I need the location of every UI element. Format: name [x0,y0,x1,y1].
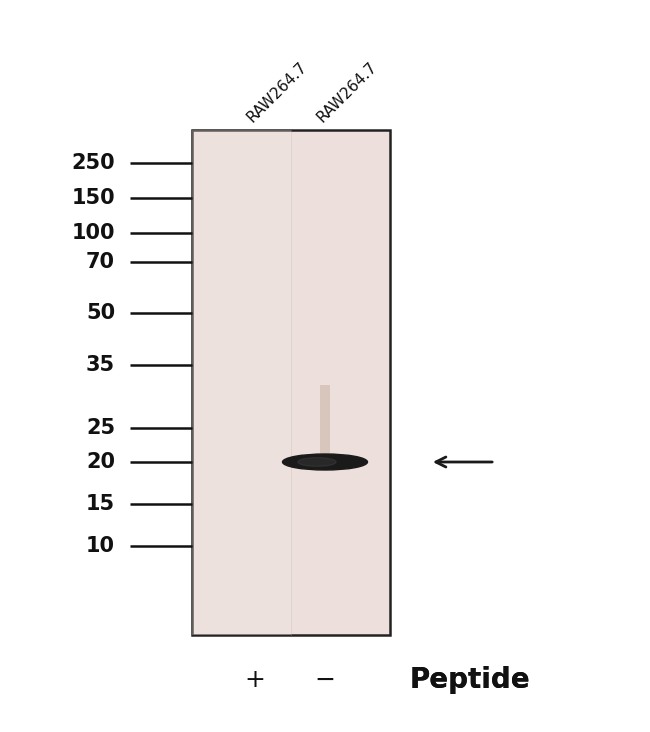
Bar [192,130,390,635]
Text: Peptide: Peptide [410,666,530,694]
Ellipse shape [298,458,336,466]
Text: RAW264.7: RAW264.7 [244,59,310,125]
Text: 100: 100 [72,223,115,243]
Bar [320,385,330,462]
Text: 70: 70 [86,252,115,272]
Text: Peptide: Peptide [410,666,530,694]
Ellipse shape [283,454,367,470]
Text: 15: 15 [86,494,115,514]
Text: 10: 10 [86,536,115,556]
Text: 20: 20 [86,452,115,472]
Text: 25: 25 [86,418,115,438]
Text: 50: 50 [86,303,115,323]
Bar [192,130,291,635]
Text: RAW264.7: RAW264.7 [315,59,380,125]
Text: 35: 35 [86,355,115,375]
Text: +: + [244,668,265,692]
Text: −: − [315,668,335,692]
Text: 150: 150 [72,188,115,208]
Text: 250: 250 [72,153,115,173]
